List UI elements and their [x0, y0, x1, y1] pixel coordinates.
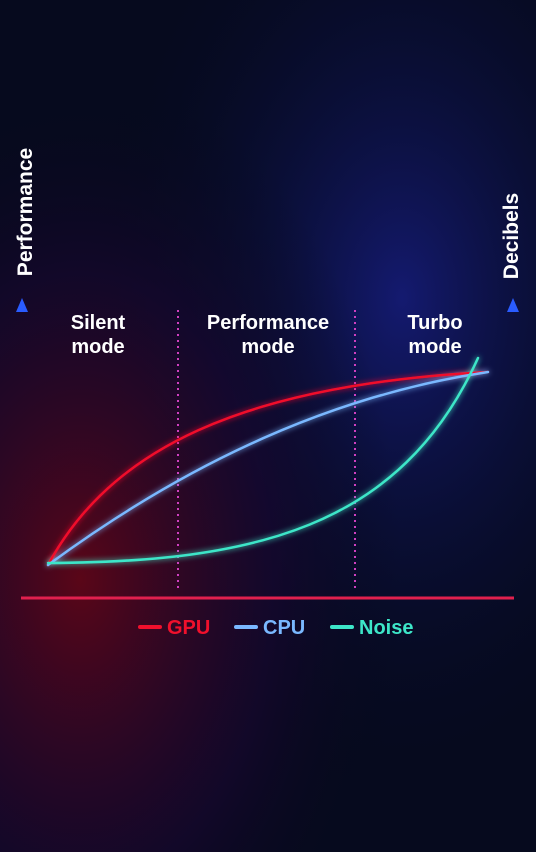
- mode-label: mode: [241, 336, 294, 358]
- mode-label: mode: [71, 336, 124, 358]
- mode-label: mode: [408, 336, 461, 358]
- y2-axis-label: Decibels: [500, 193, 523, 279]
- legend-label: Noise: [359, 617, 413, 639]
- mode-label: Silent: [71, 312, 126, 334]
- axis-arrow: [507, 298, 519, 312]
- curve: [46, 356, 480, 565]
- legend-label: GPU: [167, 617, 210, 639]
- mode-label: Turbo: [407, 312, 462, 334]
- mode-label: Performance: [207, 312, 329, 334]
- curve: [46, 370, 490, 567]
- legend-label: CPU: [263, 617, 305, 639]
- curve: [46, 370, 490, 567]
- axis-arrow: [16, 298, 28, 312]
- y-axis-label: Performance: [14, 148, 37, 276]
